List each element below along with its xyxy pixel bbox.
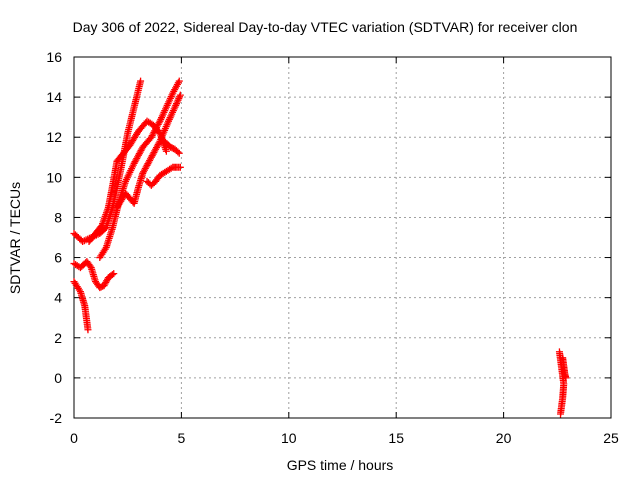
data-point xyxy=(176,163,184,171)
y-tick-label: 12 xyxy=(46,129,62,145)
data-point xyxy=(86,262,94,270)
y-tick-label: -2 xyxy=(50,410,63,426)
data-point xyxy=(75,286,83,294)
y-axis-label: SDTVAR / TECUs xyxy=(7,182,23,294)
data-point xyxy=(176,91,184,99)
axis-ticks xyxy=(73,56,612,419)
grid xyxy=(74,57,611,418)
x-tick-label: 5 xyxy=(178,430,186,446)
y-tick-label: 16 xyxy=(46,49,62,65)
series-track-1 xyxy=(70,278,92,334)
y-tick-label: 10 xyxy=(46,169,62,185)
data-point xyxy=(175,77,183,85)
y-tick-label: 6 xyxy=(54,250,62,266)
data-point xyxy=(175,149,183,157)
series-track-7 xyxy=(143,163,184,189)
data-point xyxy=(110,270,118,278)
data-point xyxy=(562,374,570,382)
x-tick-label: 20 xyxy=(496,430,512,446)
data-point xyxy=(155,119,163,127)
y-tick-label: 0 xyxy=(54,370,62,386)
data-point xyxy=(167,164,175,172)
y-tick-label: 4 xyxy=(54,290,62,306)
x-tick-label: 25 xyxy=(603,430,619,446)
series-track-10 xyxy=(559,354,570,382)
data-point xyxy=(174,148,182,156)
series-track-8 xyxy=(160,137,183,157)
y-tick-label: 8 xyxy=(54,209,62,225)
x-axis-tick-labels: 0 5 10 15 20 25 xyxy=(70,430,619,446)
x-tick-label: 10 xyxy=(281,430,297,446)
y-tick-label: 14 xyxy=(46,89,62,105)
x-tick-label: 15 xyxy=(388,430,404,446)
chart-title: Day 306 of 2022, Sidereal Day-to-day VTE… xyxy=(73,19,578,35)
plot-frame xyxy=(73,56,612,419)
data-point xyxy=(137,77,145,85)
data-points xyxy=(70,77,570,418)
x-tick-label: 0 xyxy=(70,430,78,446)
y-tick-label: 2 xyxy=(54,330,62,346)
data-point xyxy=(162,147,170,155)
data-point xyxy=(557,410,565,418)
data-point xyxy=(155,139,163,147)
y-axis-tick-labels: -2 0 2 4 6 8 10 12 14 16 xyxy=(46,49,62,426)
data-point xyxy=(108,271,116,279)
series-track-2 xyxy=(70,258,118,292)
series-track-9 xyxy=(555,348,568,418)
data-point xyxy=(84,326,92,334)
data-point xyxy=(101,245,109,253)
x-axis-label: GPS time / hours xyxy=(287,457,394,473)
series-track-6 xyxy=(113,91,184,211)
